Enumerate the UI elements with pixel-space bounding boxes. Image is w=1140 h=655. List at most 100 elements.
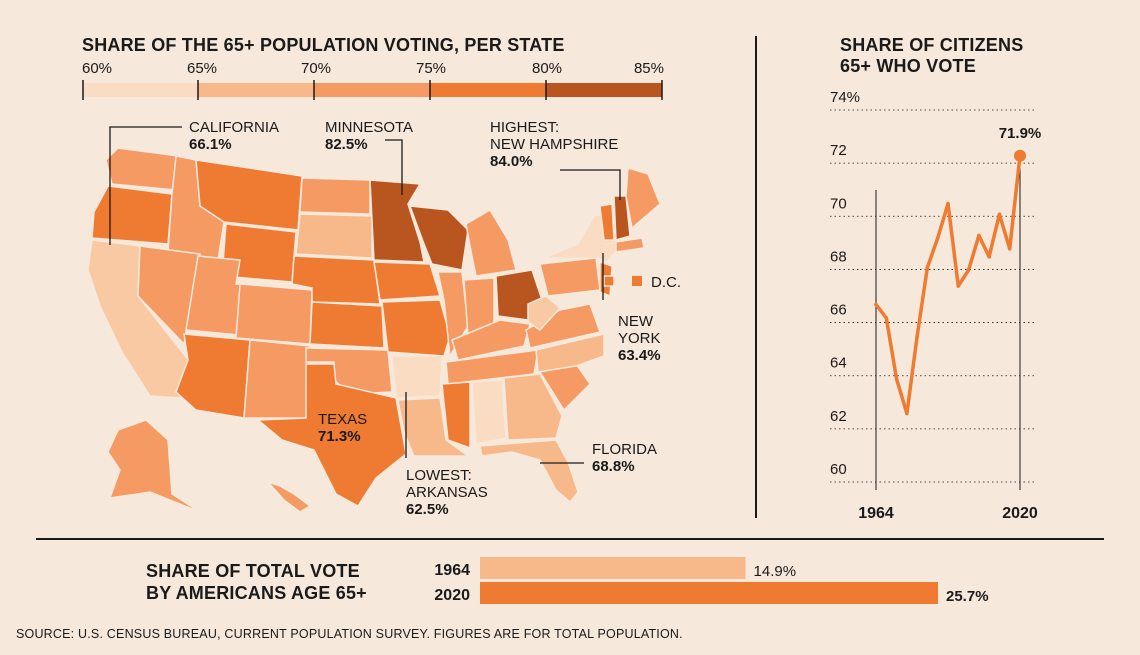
- annotation-new-hampshire: HIGHEST: NEW HAMPSHIRE 84.0%: [490, 119, 618, 170]
- dc-label: D.C.: [651, 274, 681, 291]
- y-label-68: 68: [830, 248, 847, 265]
- state-alabama: [471, 379, 507, 445]
- leader-california: [109, 126, 182, 245]
- state-minnesota: [369, 179, 425, 263]
- source-note: SOURCE: U.S. CENSUS BUREAU, CURRENT POPU…: [16, 627, 683, 641]
- bar-title-line1: SHARE OF TOTAL VOTE: [146, 561, 360, 581]
- state-new-hampshire: [613, 195, 631, 241]
- color-scale: [82, 80, 663, 100]
- bar-year-2020: 2020: [434, 587, 470, 604]
- state-washington: [105, 147, 179, 191]
- state-louisiana: [397, 397, 471, 457]
- state-alaska: [107, 419, 201, 513]
- florida-value: 68.8%: [592, 458, 635, 475]
- state-missouri: [381, 299, 451, 357]
- scale-label-75: 75%: [415, 60, 447, 77]
- section-divider-horizontal: [36, 538, 1104, 540]
- state-georgia: [503, 373, 563, 441]
- state-iowa: [373, 261, 441, 301]
- state-florida: [479, 439, 579, 504]
- bar-chart: 1964 2020 14.9% 25.7%: [434, 557, 989, 605]
- state-vermont: [599, 203, 615, 241]
- new-hampshire-prefix: HIGHEST:: [490, 119, 560, 136]
- line-title-line1: SHARE OF CITIZENS: [840, 35, 1024, 55]
- annotation-new-york: NEW YORK 63.4%: [618, 313, 661, 364]
- annotation-florida: FLORIDA 68.8%: [592, 441, 657, 475]
- arkansas-value: 62.5%: [406, 501, 449, 518]
- state-pennsylvania: [539, 257, 601, 297]
- state-massachusetts: [615, 237, 645, 253]
- line-point-1996: [956, 284, 961, 288]
- minnesota-name: MINNESOTA: [325, 119, 414, 136]
- y-label-72: 72: [830, 142, 847, 159]
- line-point-1964: [874, 302, 878, 307]
- y-label-70: 70: [830, 195, 847, 212]
- scale-label-65: 65%: [186, 60, 218, 77]
- state-south-dakota: [295, 213, 373, 259]
- leader-new-hampshire: [560, 169, 621, 200]
- bar-2020: [480, 582, 938, 604]
- annotation-arkansas: LOWEST: ARKANSAS 62.5%: [406, 467, 488, 518]
- y-label-66: 66: [830, 302, 847, 319]
- bar-title-line2: BY AMERICANS AGE 65+: [146, 583, 367, 603]
- bar-chart-title: SHARE OF TOTAL VOTE BY AMERICANS AGE 65+: [146, 560, 367, 604]
- state-hawaii: [265, 480, 312, 513]
- state-maine: [625, 167, 661, 230]
- arkansas-prefix: LOWEST:: [406, 467, 472, 484]
- scale-label-60: 60%: [82, 60, 113, 77]
- line-grid: [830, 109, 1036, 483]
- state-west-virginia: [527, 295, 562, 331]
- state-north-carolina: [535, 333, 605, 373]
- state-arizona: [175, 333, 251, 419]
- dc-legend-swatch: [632, 276, 642, 286]
- california-name: CALIFORNIA: [189, 119, 280, 136]
- line-y-labels: 74% 72 70 68 66 64 62 60: [830, 89, 860, 478]
- scale-swatch-4: [430, 83, 546, 97]
- y-label-62: 62: [830, 408, 847, 425]
- annotation-minnesota: MINNESOTA 82.5%: [325, 119, 413, 153]
- bar-1964: [480, 557, 746, 579]
- bar-year-1964: 1964: [434, 562, 470, 579]
- arkansas-name: ARKANSAS: [406, 484, 488, 501]
- scale-swatch-5: [546, 83, 662, 97]
- y-label-60: 60: [830, 461, 847, 478]
- state-montana: [195, 159, 303, 231]
- line-title-line2: 65+ WHO VOTE: [840, 56, 976, 76]
- line-point-1984: [925, 265, 930, 270]
- bar-value-2020: 25.7%: [946, 588, 989, 605]
- bar-value-1964: 14.9%: [754, 563, 797, 580]
- line-point-2012: [997, 212, 1002, 217]
- map-title: SHARE OF THE 65+ POPULATION VOTING, PER …: [82, 35, 565, 55]
- new-york-name-2: YORK: [618, 330, 661, 347]
- annotation-california: CALIFORNIA 66.1%: [189, 119, 279, 153]
- state-mississippi: [441, 381, 471, 450]
- california-value: 66.1%: [189, 136, 232, 153]
- state-oregon: [91, 185, 173, 245]
- section-divider-vertical: [755, 36, 757, 518]
- x-label-2020: 2020: [1002, 505, 1038, 522]
- state-texas: [256, 363, 407, 507]
- scale-swatch-3: [314, 83, 430, 97]
- line-end-point: [1014, 149, 1026, 162]
- state-nevada: [137, 245, 201, 346]
- florida-name: FLORIDA: [592, 441, 658, 458]
- new-hampshire-value: 84.0%: [490, 153, 533, 170]
- scale-swatch-1: [83, 83, 198, 97]
- line-series: [874, 154, 1022, 416]
- state-new-mexico: [243, 339, 311, 419]
- new-york-name-1: NEW: [618, 313, 653, 330]
- state-kansas: [309, 301, 385, 349]
- state-wisconsin: [408, 205, 469, 271]
- line-point-1988: [935, 236, 940, 240]
- state-arkansas: [391, 355, 443, 399]
- scale-label-70: 70%: [300, 60, 332, 77]
- scale-swatch-2: [198, 83, 314, 97]
- x-label-1964: 1964: [858, 505, 894, 522]
- new-hampshire-name: NEW HAMPSHIRE: [490, 136, 619, 153]
- line-point-1976: [905, 411, 909, 416]
- line-end-label: 71.9%: [999, 125, 1042, 142]
- scale-label-85: 85%: [633, 60, 664, 77]
- line-point-1992: [946, 201, 950, 206]
- annotation-texas: TEXAS 71.3%: [318, 411, 367, 445]
- line-point-2004: [977, 233, 981, 238]
